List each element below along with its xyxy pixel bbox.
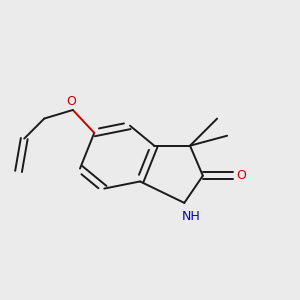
- Text: NH: NH: [182, 210, 201, 223]
- Text: O: O: [236, 169, 246, 182]
- Text: O: O: [67, 95, 76, 109]
